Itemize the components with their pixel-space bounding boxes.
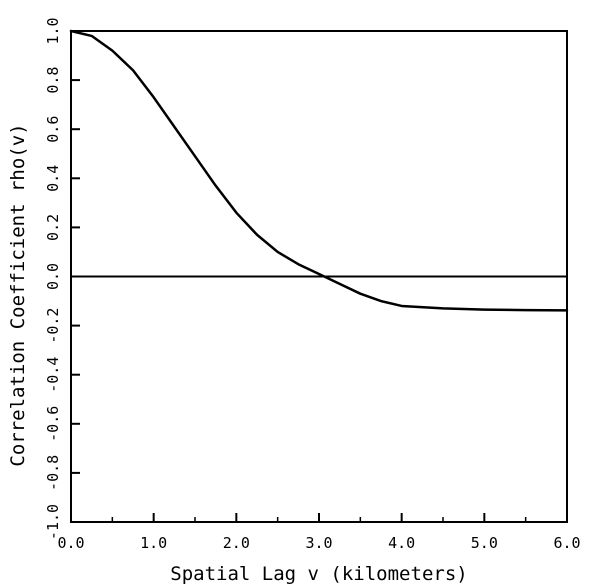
x-axis-ticks: 0.0 1.0 2.0 3.0 4.0 5.0 6.0 <box>57 513 581 552</box>
y-tick-label: -0.6 <box>44 406 62 442</box>
y-tick-label: 0.8 <box>44 67 62 94</box>
x-tick-label: 1.0 <box>140 534 167 552</box>
y-axis-ticks: -1.0 -0.8 -0.6 -0.4 -0.2 0.0 0.2 0.4 0.6 0.8 1.0 <box>44 17 80 540</box>
series-group <box>69 29 569 312</box>
y-tick-label: 1.0 <box>44 17 62 44</box>
y-axis-label: Correlation Coefficient rho(v) <box>7 123 29 466</box>
y-tick-label: -0.2 <box>44 308 62 344</box>
y-tick-label: 0.6 <box>44 116 62 143</box>
x-tick-label: 6.0 <box>553 534 580 552</box>
y-tick-label: -0.8 <box>44 455 62 491</box>
y-tick-label: 0.4 <box>44 165 62 192</box>
y-tick-label: -1.0 <box>44 504 62 540</box>
y-tick-label: -0.4 <box>44 357 62 393</box>
y-tick-label: 0.0 <box>44 263 62 290</box>
x-tick-label: 4.0 <box>388 534 415 552</box>
x-tick-label: 5.0 <box>471 534 498 552</box>
x-tick-label: 0.0 <box>57 534 84 552</box>
x-tick-label: 3.0 <box>305 534 332 552</box>
series-line-0 <box>69 29 569 312</box>
x-tick-label: 2.0 <box>223 534 250 552</box>
x-axis-label: Spatial Lag v (kilometers) <box>170 563 467 585</box>
y-tick-label: 0.2 <box>44 214 62 241</box>
